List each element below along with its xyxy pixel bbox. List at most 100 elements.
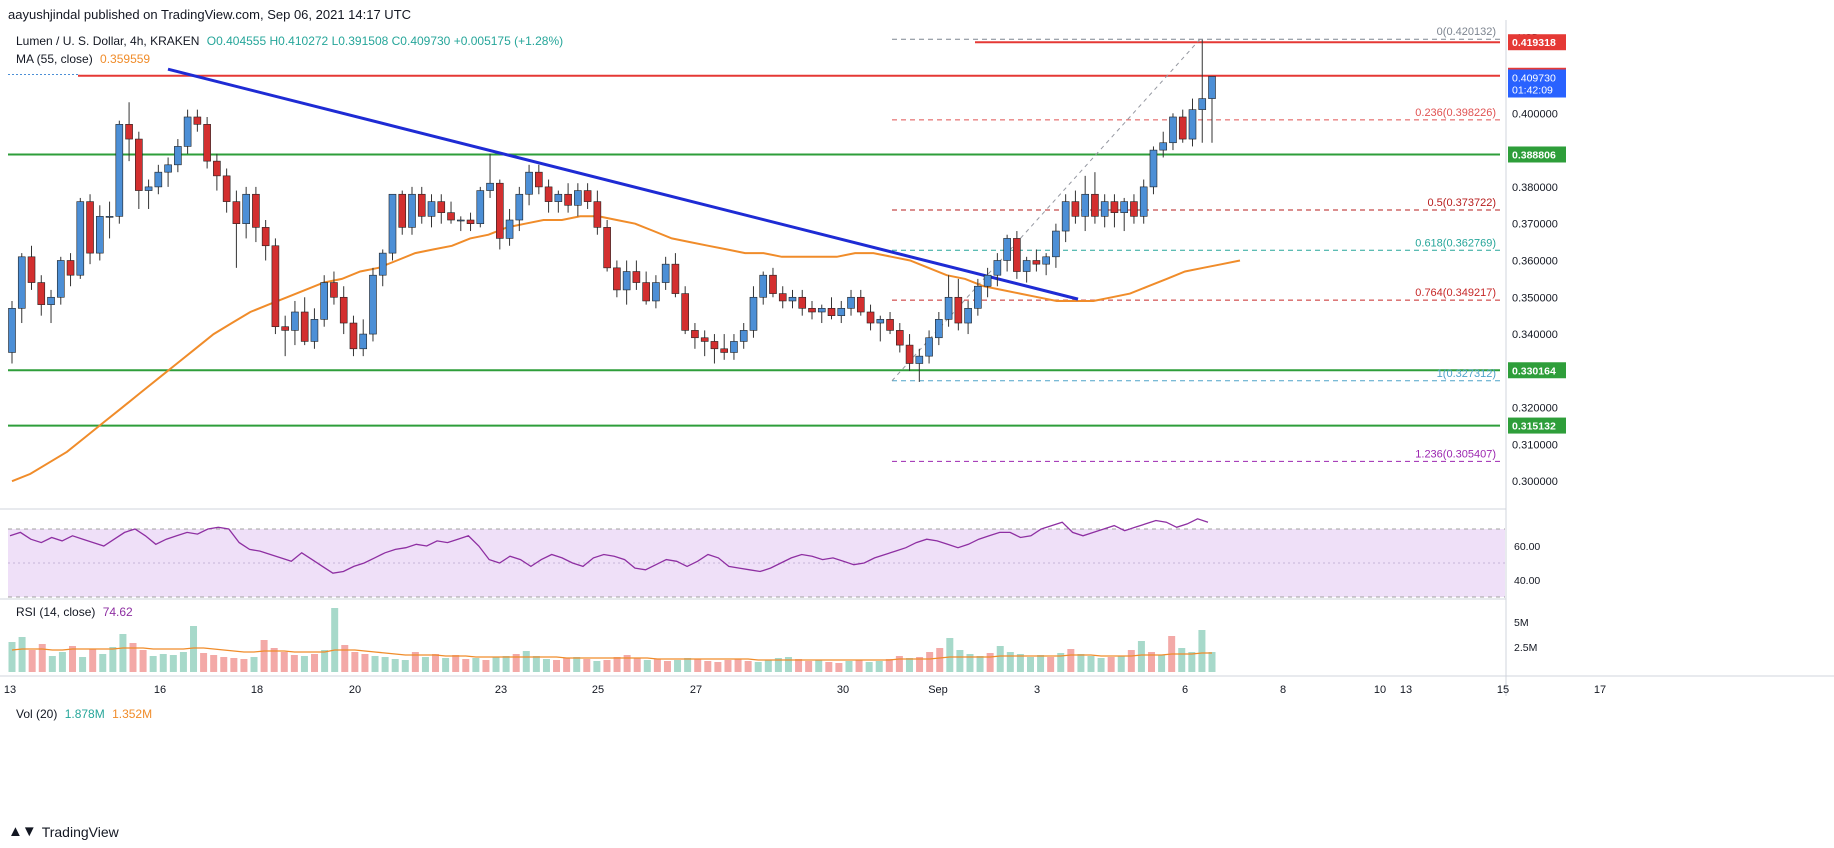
candle-down [905,344,914,364]
candle-down [66,260,75,276]
horizontal-level-label: 0.419318 [1512,37,1556,49]
candle-up [652,282,660,302]
fib-level-label: 0.764(0.349217) [1415,287,1496,299]
candle-down [232,201,241,224]
volume-bar [895,656,903,672]
volume-bar [149,656,157,672]
time-axis-tick-label: Sep [928,684,948,696]
volume-bar [754,662,762,672]
candle-down [1013,238,1021,272]
ma55-line [11,215,1241,483]
symbol-title[interactable]: Lumen / U. S. Dollar, 4h, KRAKEN [16,34,200,48]
price-axis-tick-label: 0.310000 [1512,439,1558,451]
ma-legend[interactable]: MA (55, close) 0.359559 [16,52,150,66]
candle-down [37,282,46,305]
volume-bar [603,660,611,672]
candle-up [817,308,826,313]
horizontal-level-badge [1508,146,1566,163]
volume-bar [1077,654,1085,672]
time-axis-tick-label: 27 [690,684,702,696]
time-axis-tick-label: 23 [495,684,507,696]
tradingview-brand[interactable]: ▲▼ TradingView [8,823,119,840]
candle-down [535,171,543,188]
time-axis-tick-label: 16 [154,684,166,696]
price-axis-tick-label: 0.340000 [1512,329,1558,341]
candle-down [954,296,963,324]
volume-bar [179,652,187,672]
candle-up [1100,201,1109,217]
candle-up [291,311,299,331]
volume-bar [542,659,550,672]
volume-ma-value: 1.352M [112,707,153,721]
candle-down [671,263,680,294]
fib-level-label: 0.5(0.373722) [1428,197,1497,209]
volume-bar [835,663,843,672]
volume-bar [1117,656,1125,672]
volume-label: Vol (20) [16,707,58,721]
volume-bar [432,654,440,672]
price-axis-tick-label: 0.360000 [1512,255,1558,267]
candle-down [271,245,280,328]
volume-bar [845,661,853,672]
candle-up [876,319,885,324]
ohlc-low: L0.391508 [331,34,389,48]
volume-bar [109,647,117,672]
volume-bar [825,662,833,672]
rsi-legend[interactable]: RSI (14, close) 74.62 [16,605,133,619]
candle-down [564,193,572,206]
candle-down [593,201,602,228]
volume-bar [1107,657,1115,672]
candle-down [261,227,270,247]
volume-bar [724,660,732,672]
volume-bar [805,661,813,672]
volume-bar [522,651,530,672]
candle-down [1130,201,1138,217]
candle-up [154,171,163,188]
volume-bar [58,652,66,672]
candle-down [808,308,816,313]
candle-up [730,341,738,353]
horizontal-level-label: 0.330164 [1512,365,1556,377]
ohlc-open: O0.404555 [206,34,267,48]
candle-up [993,260,1002,276]
volume-bar [220,657,228,672]
volume-bar [1178,648,1186,672]
candle-up [1169,116,1177,144]
candle-up [1052,230,1060,258]
candle-down [252,193,260,228]
volume-bar [341,645,349,672]
volume-bar [633,658,641,672]
candle-up [486,182,494,191]
volume-bar [482,660,490,672]
symbol-legend[interactable]: Lumen / U. S. Dollar, 4h, KRAKEN O0.4045… [16,34,563,48]
volume-bar [351,652,359,672]
volume-bar [875,661,883,672]
candle-down [86,201,94,254]
volume-bar [512,654,520,672]
candle-up [964,308,972,324]
last-price-badge [1508,69,1566,98]
volume-bar [69,646,77,672]
candle-up [456,219,465,222]
volume-bar [1037,655,1045,672]
time-axis-tick-label: 13 [4,684,16,696]
candle-up [144,186,153,191]
candle-up [837,308,846,316]
candle-down [125,124,133,140]
candle-down [603,227,611,269]
volume-bar [502,656,510,672]
fib-level-label: 0.236(0.398226) [1415,107,1496,119]
candle-down [437,201,446,213]
volume-bar [795,659,803,672]
volume-bar [391,659,399,672]
volume-legend[interactable]: Vol (20) 1.878M 1.352M [16,707,152,721]
candle-up [1159,142,1168,151]
volume-bar [885,659,893,672]
volume-bar [905,658,913,672]
candle-down [281,326,289,331]
candle-down [300,311,309,342]
volume-bar [966,654,974,672]
candle-down [330,282,338,298]
time-axis-tick-label: 13 [1400,684,1412,696]
